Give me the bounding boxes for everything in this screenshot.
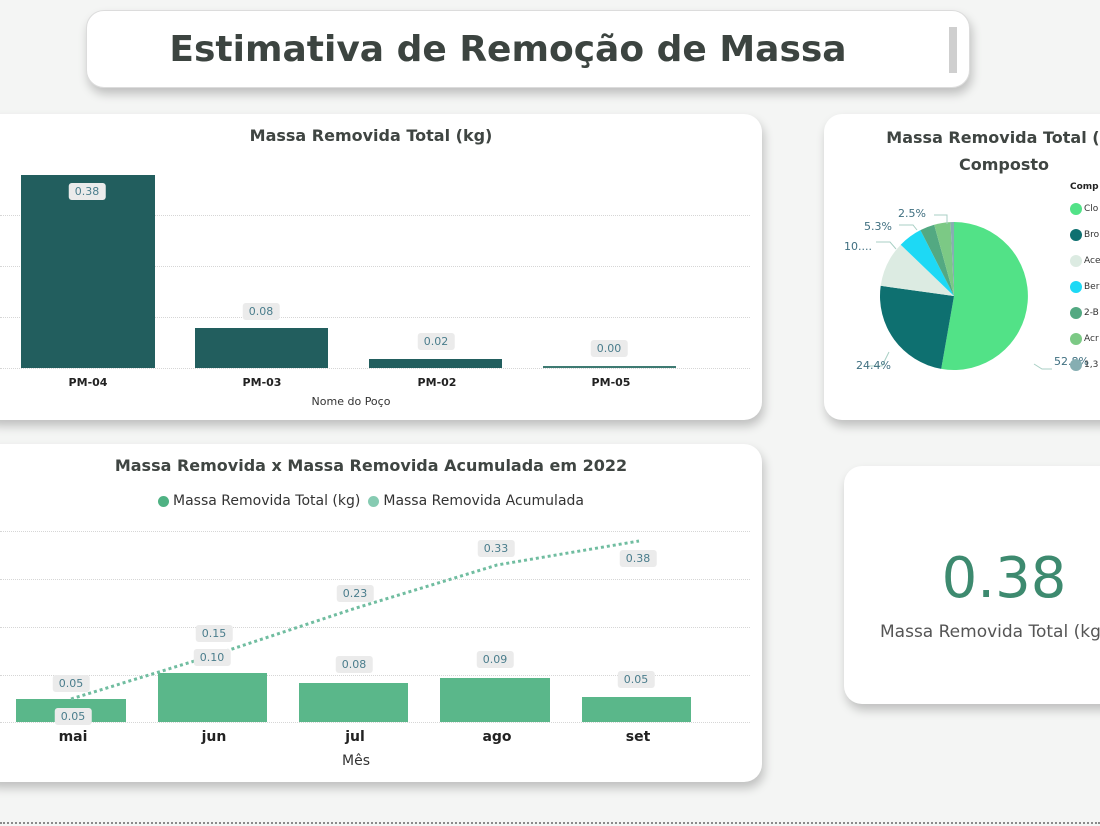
legend-label: Bro [1084,230,1100,240]
legend-title: Comp [1070,182,1099,192]
legend-dot [1070,281,1082,293]
data-label: 0.00 [590,340,628,357]
legend-dot [1070,203,1082,215]
gridline [0,215,750,216]
pie-slice-2b[interactable] [920,224,954,296]
pie-chart-title: Massa Removida Total (kg Composto [824,124,1100,178]
kpi-value: 0.38 [941,546,1067,611]
bar-label: 0.10 [193,649,231,666]
x-axis-title: Mês [342,753,370,769]
pie-slice-bro[interactable] [879,285,954,369]
gridline [0,722,750,723]
legend-item-massa-total[interactable]: Massa Removida Total (kg) [158,493,360,509]
pie-title-line2: Composto [958,155,1049,174]
pie-label-bro: 24.4% [856,359,891,372]
legend-dot [1070,255,1082,267]
x-tick: set [625,729,651,745]
kpi-card[interactable]: 0.38 Massa Removida Total (kg) [844,466,1100,704]
bar-label: 0.08 [335,656,373,673]
gridline [0,627,750,628]
gridline [0,531,750,532]
legend-item-ace[interactable]: Ace [1070,255,1100,267]
dashboard-title-card: Estimativa de Remoção de Massa [86,10,970,88]
legend-item-13[interactable]: 1,3 [1070,359,1098,371]
legend-dot [368,495,380,507]
pie-label-ace: 10.... [844,240,872,253]
legend-item-ber[interactable]: Ber [1070,281,1099,293]
bar-pm-03[interactable] [195,328,328,368]
line-label: 0.05 [52,675,90,692]
legend-label: Clo [1084,204,1099,214]
line-label: 0.15 [195,625,233,642]
x-tick: PM-03 [242,376,282,389]
x-axis-title: Nome do Poço [311,395,391,408]
bar-jul[interactable] [299,683,408,722]
x-tick: jun [201,729,227,745]
bar-pm-02[interactable] [369,359,502,368]
legend-dot [1070,229,1082,241]
scroll-marker[interactable] [949,27,957,73]
x-tick: PM-02 [417,376,457,389]
legend-item-bro[interactable]: Bro [1070,229,1099,241]
pie-slice-ace[interactable] [880,244,954,296]
gridline [0,368,750,369]
bar-pm-04[interactable] [21,175,155,368]
line-label: 0.23 [336,585,374,602]
combo-chart-card[interactable]: Massa Removida x Massa Removida Acumulad… [0,444,762,782]
bottom-divider [0,822,1100,824]
bar-ago[interactable] [440,678,550,722]
line-label: 0.33 [477,540,515,557]
data-label: 0.08 [242,303,280,320]
legend-label: Ber [1084,282,1100,292]
x-tick: mai [58,729,88,745]
bar-jun[interactable] [158,673,267,722]
bar-chart-card[interactable]: Massa Removida Total (kg) 0.38 0.08 0.02… [0,114,762,420]
gridline [0,675,750,676]
kpi-label: Massa Removida Total (kg) [880,622,1100,642]
legend-item-acr[interactable]: Acr [1070,333,1099,345]
legend-label: Ace [1084,256,1100,266]
gridline [0,266,750,267]
legend-label: 1,3 [1084,360,1099,370]
pie-label-acr: 2.5% [898,207,926,220]
legend-label: Massa Removida Acumulada [383,493,584,509]
gridline [0,317,750,318]
bar-chart-title: Massa Removida Total (kg) [249,126,493,145]
legend-label: Massa Removida Total (kg) [173,493,361,509]
legend-dot [1070,333,1082,345]
pie-slice-13[interactable] [950,222,955,296]
legend-dot [1070,359,1082,371]
data-label: 0.02 [417,333,455,350]
bar-label: 0.05 [617,671,655,688]
bar-pm-05[interactable] [543,366,676,368]
bar-label: 0.09 [476,651,514,668]
pie-title-line1: Massa Removida Total (kg [886,128,1100,147]
legend-item-clo[interactable]: Clo [1070,203,1098,215]
legend-dot [1070,307,1082,319]
pie-slice-ber[interactable] [900,230,954,296]
line-label: 0.38 [619,550,657,567]
combo-chart-title: Massa Removida x Massa Removida Acumulad… [114,456,628,475]
legend-label: 2-B [1084,308,1099,318]
x-tick: jul [345,729,365,745]
bar-set[interactable] [582,697,691,722]
x-tick: ago [482,729,512,745]
gridline [0,579,750,580]
legend-item-massa-acumulada[interactable]: Massa Removida Acumulada [368,493,584,509]
data-label: 0.38 [68,183,106,200]
legend-item-2b[interactable]: 2-B [1070,307,1099,319]
x-tick: PM-04 [68,376,108,389]
pie-slice-clo[interactable] [941,222,1028,370]
page-title: Estimativa de Remoção de Massa [169,28,847,70]
bar-label: 0.05 [54,708,92,725]
pie-slice-acr[interactable] [934,222,954,296]
legend-label: Acr [1084,334,1099,344]
pie-chart[interactable] [824,114,1100,420]
pie-chart-card[interactable]: Massa Removida Total (kg Composto 52.8% [824,114,1100,420]
legend-dot [158,495,169,507]
combo-legend: Massa Removida Total (kg) Massa Removida… [0,493,762,509]
cumulative-line[interactable] [0,444,762,782]
pie-label-ber: 5.3% [864,220,892,233]
x-tick: PM-05 [591,376,631,389]
